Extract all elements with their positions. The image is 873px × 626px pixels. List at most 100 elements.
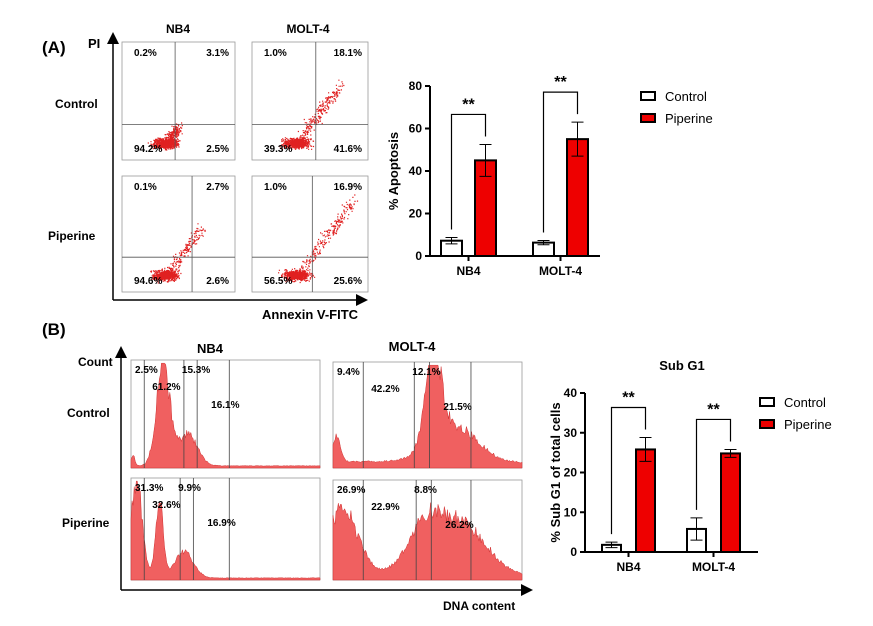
g1-value: 22.9% [371,502,399,513]
s-value: 8.8% [414,485,437,496]
quadrant-ll-value: 39.3% [264,144,292,155]
g2m-value: 26.2% [445,520,473,531]
col-title-molt4: MOLT-4 [286,22,329,36]
legend-swatch-control [759,397,775,407]
significance-marker: ** [622,390,635,407]
g2m-value: 16.9% [207,518,235,529]
histogram-area [332,502,523,581]
s-value: 15.3% [182,365,210,376]
scatter-plot: 0.1% 2.7% 94.6% 2.6% [121,175,236,293]
quadrant-ul-value: 1.0% [264,48,287,59]
quadrant-lr-value: 25.6% [334,276,362,287]
x-tick-label: MOLT-4 [539,264,582,278]
scatter-frame [121,41,236,161]
error-bar [537,239,550,246]
quadrant-ur-value: 18.1% [334,48,362,59]
quadrant-ul-value: 0.2% [134,48,157,59]
panel-a-label: (A) [42,38,66,57]
legend-label-control: Control [784,395,826,410]
significance-marker: ** [554,74,567,91]
error-bar [605,541,618,549]
subg1-value: 26.9% [337,485,365,496]
panel-a: (A) PI Annexin V-FITC NB4 MOLT-4 Control… [42,22,369,322]
quadrant-ur-value: 16.9% [334,182,362,193]
bar-piperine [720,452,741,554]
g2m-value: 16.1% [211,400,239,411]
error-bar [571,121,584,157]
scatter-frame [121,175,236,293]
significance-bracket [695,418,732,510]
x-tick-label: NB4 [616,560,640,574]
subg1-value: 2.5% [135,365,158,376]
scatter-plot: 1.0% 16.9% 56.5% 25.6% [251,175,369,293]
significance-bracket [542,91,579,233]
y-axis-label: % Apoptosis [386,132,401,210]
histogram: 31.3% 32.6% 9.9% 16.9% [130,477,321,581]
x-tick-label: NB4 [456,264,480,278]
g1-value: 42.2% [371,384,399,395]
subg1-value: 9.4% [337,367,360,378]
row-title-piperine: Piperine [48,229,96,243]
dna-axis-label: DNA content [443,599,515,613]
histogram-area [130,480,321,581]
significance-marker: ** [707,401,720,418]
col-title-nb4: NB4 [166,22,190,36]
histogram: 9.4% 42.2% 12.1% 21.5% [332,361,523,469]
y-tick-label: 60 [409,122,423,136]
pi-axis-label: PI [88,36,100,51]
quadrant-ll-value: 94.6% [134,276,162,287]
histogram-area [332,364,523,469]
row-title-piperine: Piperine [62,516,110,530]
g2m-value: 21.5% [443,402,471,413]
legend-swatch-piperine [759,419,775,429]
s-value: 12.1% [412,367,440,378]
scatter-points [147,122,183,151]
row-title-control: Control [55,97,98,111]
legend-label-piperine: Piperine [784,417,832,432]
legend-label-control: Control [665,89,707,104]
y-axis-label: % Sub G1 of total cells [548,402,563,542]
y-tick-label: 40 [409,164,423,178]
y-tick-label: 20 [409,207,423,221]
error-bar [479,143,492,177]
scatter-plot: 1.0% 18.1% 39.3% 41.6% [251,41,369,161]
panel-b-label: (B) [42,320,66,339]
apoptosis-bar-chart: 0 20 40 60 80 % Apoptosis NB4 ** MOLT-4 ** Control… [386,74,713,278]
quadrant-lr-value: 2.5% [206,144,229,155]
panel-b: (B) Count DNA content NB4 MOLT-4 Control… [42,320,533,613]
legend-swatch-control [640,91,656,101]
histogram-area [130,362,321,469]
y-tick-label: 30 [564,426,578,440]
quadrant-ur-value: 2.7% [206,182,229,193]
annexin-axis-label: Annexin V-FITC [262,307,359,322]
scatter-points [279,79,345,150]
g1-value: 61.2% [152,382,180,393]
error-bar [690,517,703,541]
scatter-plot: 0.2% 3.1% 94.2% 2.5% [121,41,236,161]
s-value: 9.9% [178,483,201,494]
quadrant-ll-value: 56.5% [264,276,292,287]
subg1-value: 31.3% [135,483,163,494]
quadrant-ul-value: 0.1% [134,182,157,193]
error-bar [639,437,652,462]
significance-marker: ** [462,96,475,113]
error-bar [445,237,458,245]
quadrant-lr-value: 2.6% [206,276,229,287]
significance-bracket [610,406,647,535]
legend-label-piperine: Piperine [665,111,713,126]
y-tick-label: 40 [564,386,578,400]
histogram: 26.9% 22.9% 8.8% 26.2% [332,479,523,581]
y-tick-label: 20 [564,466,578,480]
histogram: 2.5% 61.2%15.3% 16.1% [130,359,321,469]
subg1-bar-chart: Sub G1 0 10 20 30 40% Sub G1 of total cells NB… [548,358,832,574]
error-bar [724,448,737,458]
bar-piperine [566,138,589,257]
y-tick-label: 0 [415,249,422,263]
quadrant-ul-value: 1.0% [264,182,287,193]
y-tick-label: 10 [564,505,578,519]
y-tick-label: 80 [409,79,423,93]
bar-piperine [635,448,656,554]
legend-swatch-piperine [640,113,656,123]
g1-value: 32.6% [152,500,180,511]
